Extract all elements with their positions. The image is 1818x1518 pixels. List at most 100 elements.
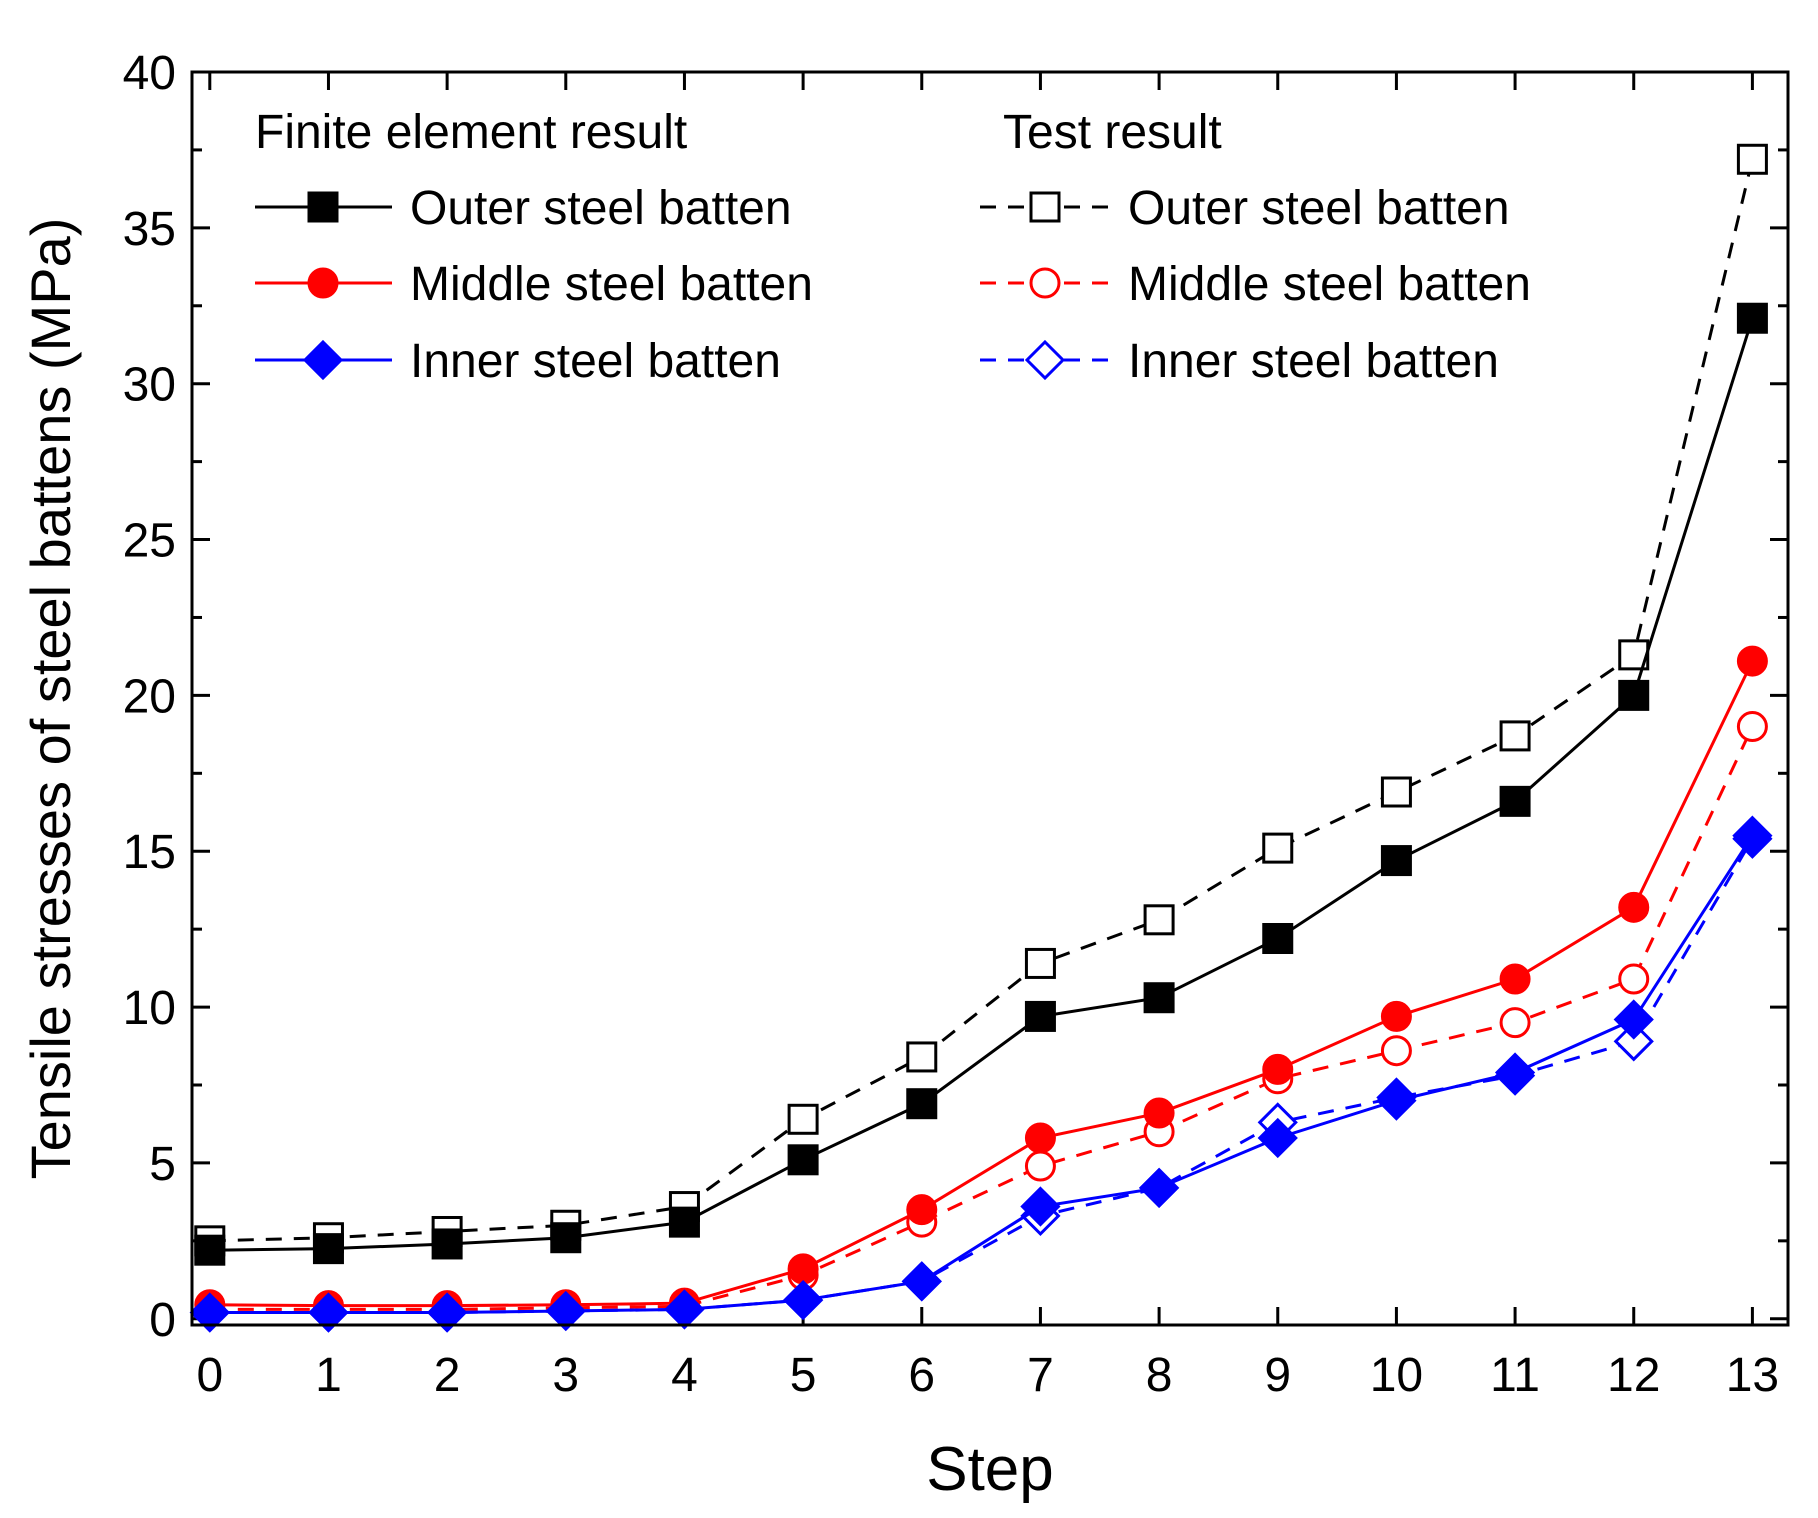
test-middle-point (1024, 1150, 1056, 1182)
fe-middle-point (1380, 1000, 1412, 1032)
fe-middle-point (1262, 1053, 1294, 1085)
y-tick-label: 25 (123, 515, 176, 568)
fe-middle-point (1736, 645, 1768, 677)
test-middle-series (194, 711, 1768, 1325)
test-outer-point (1499, 720, 1531, 752)
fe-outer-point (312, 1233, 344, 1265)
y-tick-label: 20 (123, 670, 176, 723)
fe-middle-point (1618, 891, 1650, 923)
fe-inner-point (1020, 1186, 1061, 1227)
x-tick-label: 5 (790, 1349, 817, 1402)
legend-test-outer-marker (1029, 191, 1061, 223)
x-tick-label: 8 (1146, 1349, 1173, 1402)
fe-middle-line (209, 660, 1754, 1308)
legend-test-inner-marker (1024, 339, 1066, 381)
fe-outer-point (1380, 845, 1412, 877)
fe-outer-line (209, 317, 1754, 1252)
test-middle-point (1380, 1035, 1412, 1067)
fe-inner-point (545, 1290, 586, 1332)
x-tick-label: 6 (908, 1349, 935, 1402)
legend-fe-inner-marker (302, 339, 344, 381)
fe-inner-point (1494, 1052, 1536, 1093)
fe-inner-series (189, 815, 1773, 1333)
legend-fe-middle-marker (307, 267, 339, 299)
test-outer-point (1143, 904, 1175, 936)
test-outer-point (1736, 143, 1768, 175)
test-outer-series (194, 143, 1768, 1257)
x-tick-label: 3 (552, 1349, 579, 1402)
fe-inner-point (308, 1292, 349, 1333)
fe-inner-point (189, 1292, 230, 1333)
fe-outer-point (1024, 1000, 1056, 1032)
x-axis-label: Step (926, 1435, 1054, 1504)
fe-inner-point (664, 1289, 705, 1330)
fe-middle-point (1024, 1122, 1056, 1154)
fe-inner-point (1138, 1167, 1180, 1208)
fe-inner-point (1613, 999, 1654, 1040)
fe-outer-series (194, 302, 1768, 1266)
y-tick-label: 10 (123, 982, 176, 1035)
legend-fe-outer-marker (307, 191, 339, 223)
y-tick-label: 0 (149, 1294, 176, 1347)
x-tick-label: 2 (434, 1349, 461, 1402)
legend-test-inner-label: Inner steel batten (1128, 335, 1499, 388)
fe-outer-point (550, 1222, 582, 1254)
legend: Finite element result Test result Outer … (255, 106, 1531, 388)
y-tick-label: 35 (123, 203, 176, 256)
fe-outer-point (1499, 785, 1531, 817)
x-tick-label: 9 (1264, 1349, 1291, 1402)
fe-outer-point (194, 1234, 226, 1266)
x-tick-label: 10 (1370, 1349, 1423, 1402)
series-layer (189, 143, 1773, 1333)
test-inner-point (1613, 1021, 1654, 1062)
legend-test-middle-label: Middle steel batten (1128, 258, 1531, 311)
fe-outer-point (787, 1144, 819, 1176)
fe-outer-point (431, 1228, 463, 1260)
x-tick-label: 11 (1490, 1349, 1540, 1402)
test-outer-point (1262, 832, 1294, 864)
fe-outer-point (906, 1088, 938, 1120)
legend-fe-inner-label: Inner steel batten (410, 335, 781, 388)
x-tick-label: 7 (1027, 1349, 1054, 1402)
fe-inner-point (1376, 1080, 1417, 1121)
y-tick-label: 40 (123, 47, 176, 100)
fe-middle-point (1143, 1097, 1175, 1129)
legend-test-middle-marker (1029, 267, 1061, 299)
test-middle-point (1499, 1007, 1531, 1039)
fe-outer-point (1262, 923, 1294, 955)
test-outer-point (1380, 776, 1412, 808)
test-middle-line (209, 725, 1754, 1311)
fe-inner-point (427, 1292, 468, 1333)
x-tick-label: 0 (196, 1349, 223, 1402)
fe-inner-point (1732, 815, 1773, 856)
y-axis-label: Tensile stresses of steel battens (MPa) (19, 218, 82, 1180)
legend-test-outer-label: Outer steel batten (1128, 182, 1510, 235)
test-middle-point (1736, 711, 1768, 743)
legend-fe-outer-label: Outer steel batten (410, 182, 792, 235)
test-middle-point (1618, 963, 1650, 995)
fe-middle-point (906, 1194, 938, 1226)
test-outer-point (787, 1103, 819, 1135)
legend-fe-middle-label: Middle steel batten (410, 258, 813, 311)
test-outer-point (906, 1041, 938, 1073)
test-inner-series (189, 818, 1773, 1333)
fe-outer-point (1618, 679, 1650, 711)
y-tick-label: 30 (123, 359, 176, 412)
test-outer-line (209, 158, 1754, 1243)
y-tick-label: 15 (123, 826, 176, 879)
fe-inner-point (901, 1261, 942, 1302)
legend-group-test-title: Test result (1003, 106, 1222, 159)
fe-outer-point (1736, 302, 1768, 334)
fe-outer-point (668, 1206, 700, 1238)
plot-frame (190, 70, 1790, 1327)
fe-middle-point (1499, 963, 1531, 995)
x-tick-label: 13 (1726, 1349, 1779, 1402)
fe-outer-point (1143, 982, 1175, 1014)
fe-inner-point (782, 1279, 824, 1321)
y-tick-label: 5 (149, 1138, 176, 1191)
x-tick-label: 12 (1607, 1349, 1660, 1402)
x-tick-label: 4 (671, 1349, 698, 1402)
x-tick-label: 1 (315, 1349, 342, 1402)
